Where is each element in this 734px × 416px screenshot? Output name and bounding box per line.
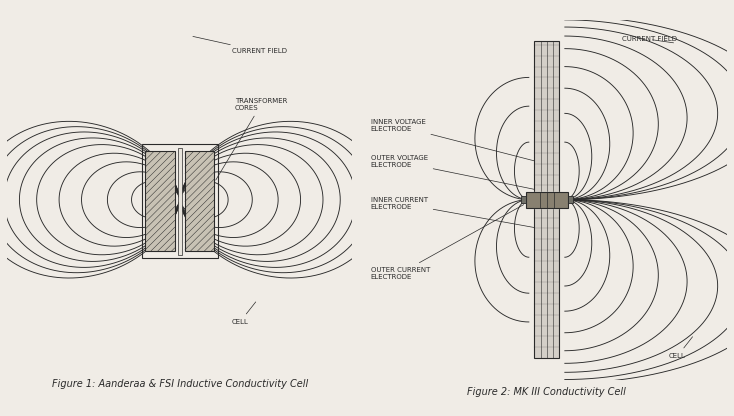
- Text: OUTER VOLTAGE
ELECTRODE: OUTER VOLTAGE ELECTRODE: [371, 155, 564, 196]
- Text: CURRENT FIELD: CURRENT FIELD: [193, 37, 286, 54]
- Bar: [142, 144, 218, 258]
- Text: Figure 2: MK III Conductivity Cell: Figure 2: MK III Conductivity Cell: [468, 387, 626, 397]
- Bar: [534, 42, 559, 358]
- Text: OUTER CURRENT
ELECTRODE: OUTER CURRENT ELECTRODE: [371, 205, 524, 280]
- Bar: [567, 196, 573, 203]
- Bar: [185, 151, 214, 251]
- Text: INNER CURRENT
ELECTRODE: INNER CURRENT ELECTRODE: [371, 197, 556, 232]
- Bar: [178, 148, 181, 255]
- Bar: [526, 192, 567, 208]
- Text: CELL: CELL: [232, 302, 255, 325]
- Bar: [145, 151, 175, 251]
- Text: Figure 1: Aanderaa & FSI Inductive Conductivity Cell: Figure 1: Aanderaa & FSI Inductive Condu…: [51, 379, 308, 389]
- Text: TRANSFORMER
CORES: TRANSFORMER CORES: [216, 98, 288, 180]
- Bar: [520, 196, 526, 203]
- Text: INNER VOLTAGE
ELECTRODE: INNER VOLTAGE ELECTRODE: [371, 119, 556, 167]
- Text: CELL: CELL: [669, 337, 693, 359]
- Text: CURRENT FIELD: CURRENT FIELD: [622, 37, 677, 43]
